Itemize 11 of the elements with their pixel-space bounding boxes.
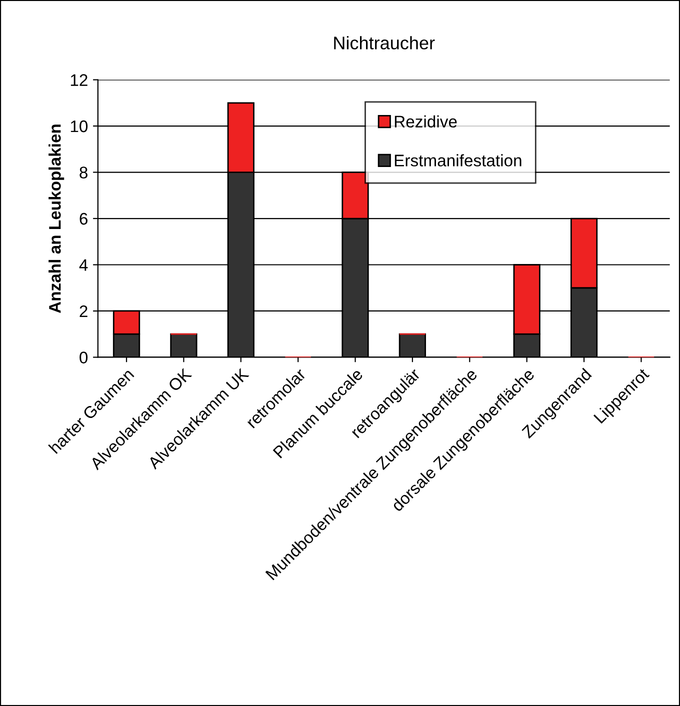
legend-label: Rezidive bbox=[394, 115, 457, 128]
y-tick-label: 8 bbox=[80, 166, 88, 178]
y-tick-label: 10 bbox=[70, 120, 88, 132]
y-tick-label: 4 bbox=[79, 259, 88, 271]
y-tick-label: 12 bbox=[70, 74, 88, 86]
y-axis-title: Anzahl an Leukoplakien bbox=[48, 124, 64, 314]
y-tick-label: 6 bbox=[80, 212, 88, 225]
y-tick-label: 2 bbox=[80, 305, 88, 318]
y-tick-label: 0 bbox=[80, 352, 88, 364]
chart-title: Nichtraucher bbox=[334, 36, 435, 50]
legend-label: Erstmanifestation bbox=[394, 154, 522, 166]
